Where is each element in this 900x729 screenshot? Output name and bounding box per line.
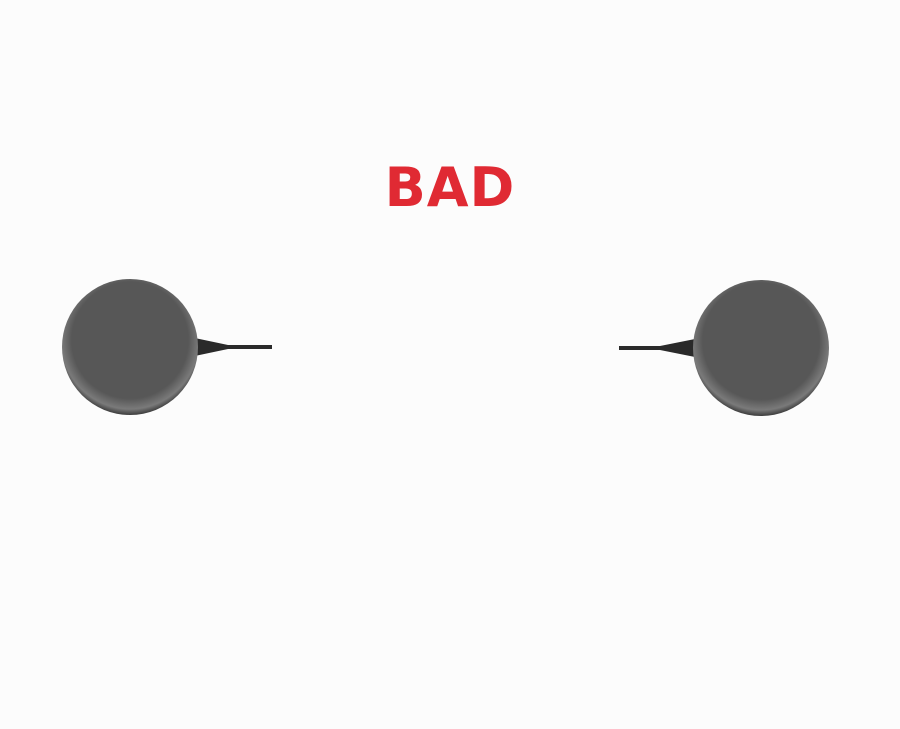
status-label: BAD bbox=[384, 156, 516, 219]
right-stem bbox=[619, 338, 700, 358]
left-stem bbox=[190, 337, 272, 357]
left-ball bbox=[62, 279, 198, 415]
right-ball bbox=[693, 280, 829, 416]
right-node bbox=[619, 280, 829, 416]
left-node bbox=[62, 279, 272, 415]
